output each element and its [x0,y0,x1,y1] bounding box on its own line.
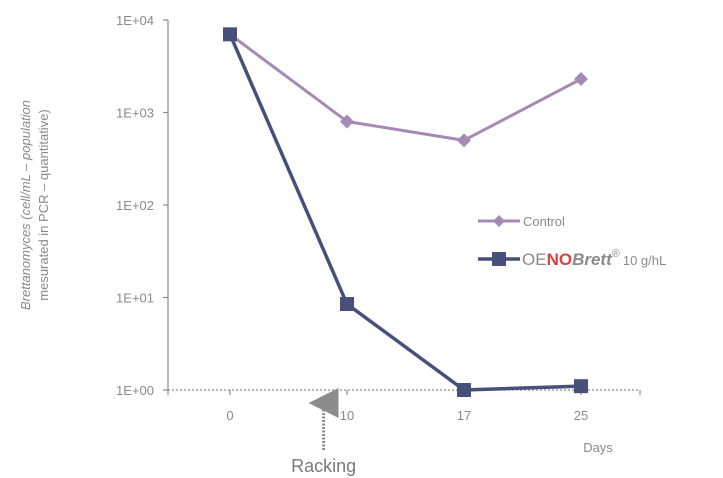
data-point [457,133,471,148]
series-oenobrett [223,27,588,397]
labels-layer: Days Brettanomyces (cell/mL – population m… [18,100,613,476]
y-tick-label: 1E+02 [116,198,154,213]
legend-brand-brett: Brett [572,250,613,269]
series-layer [223,27,588,397]
data-point [574,379,588,394]
legend: Control OENOBrett® 10 g/hL [478,214,666,269]
y-axis-label-line1: Brettanomyces (cell/mL – population [18,100,33,310]
x-tick-label: 10 [340,408,354,423]
data-point [223,27,237,42]
legend-label-oenobrett: OENOBrett® 10 g/hL [522,248,666,269]
y-tick-label: 1E+01 [116,291,154,306]
x-axis-unit-label: Days [583,440,613,455]
legend-brand-dose: 10 g/hL [623,253,666,268]
y-tick-label: 1E+03 [116,106,154,121]
legend-brand-reg: ® [612,248,620,260]
legend-marker-oenobrett [492,252,506,266]
x-tick-label: 17 [457,408,471,423]
y-axis-label: Brettanomyces (cell/mL – population mesur… [18,100,51,310]
data-point [340,297,354,312]
legend-marker-control [493,215,505,227]
racking-label: Racking [291,456,356,476]
y-tick-label: 1E+00 [116,383,154,398]
series-line [228,33,582,392]
data-point [457,383,471,397]
data-point [340,114,354,129]
legend-brand-no: NO [547,250,573,269]
series-control [223,27,588,148]
data-point [574,72,588,87]
x-tick-label: 0 [226,408,233,423]
y-axis-label-line2: mesurated in PCR – quantitative) [36,109,51,300]
legend-brand-oe: OE [522,250,547,269]
legend-label-control: Control [523,214,565,229]
x-tick-label: 25 [574,408,588,423]
axes: 1E+00 1E+01 1E+02 1E+03 1E+04 0 10 17 25 [116,13,641,423]
y-tick-label: 1E+04 [116,13,154,28]
series-line [229,33,582,142]
